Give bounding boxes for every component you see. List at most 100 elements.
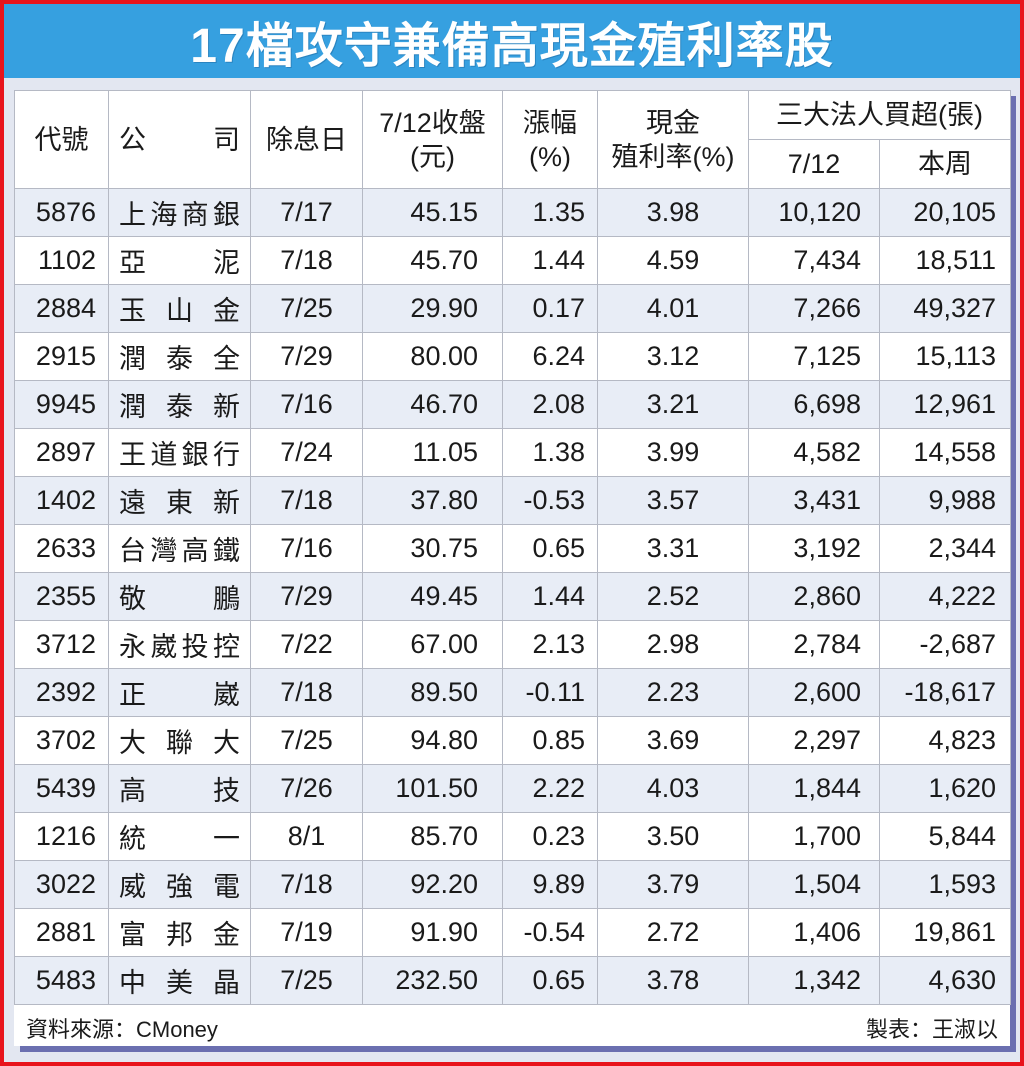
cell-code: 1102 — [14, 236, 109, 285]
cell-code: 5439 — [14, 764, 109, 813]
cell-change: 1.38 — [502, 428, 598, 477]
cell-change: -0.11 — [502, 668, 598, 717]
cell-change: -0.53 — [502, 476, 598, 525]
table-row: 3712 永崴投控 7/22 67.00 2.13 2.98 2,784 -2,687 — [14, 620, 1012, 669]
credit-note: 製表：王淑以 — [865, 1017, 998, 1042]
table-row: 2884 玉山金 7/25 29.90 0.17 4.01 7,266 49,327 — [14, 284, 1012, 333]
cell-code: 2633 — [14, 524, 109, 573]
cell-ex-date: 7/29 — [250, 332, 363, 381]
cell-close: 89.50 — [362, 668, 503, 717]
cell-change: 0.65 — [502, 956, 598, 1005]
cell-yield: 3.78 — [597, 956, 749, 1005]
cell-inst-week: 14,558 — [878, 428, 1012, 477]
cell-yield: 2.72 — [597, 908, 749, 957]
cell-inst-day: 1,844 — [748, 764, 880, 813]
cell-code: 1402 — [14, 476, 109, 525]
table-row: 5483 中美晶 7/25 232.50 0.65 3.78 1,342 4,630 — [14, 956, 1012, 1005]
source-note: 資料來源：CMoney — [26, 1017, 218, 1042]
cell-ex-date: 7/25 — [250, 956, 363, 1005]
cell-close: 232.50 — [362, 956, 503, 1005]
cell-change: 1.44 — [502, 572, 598, 621]
title-bar: 17檔攻守兼備高現金殖利率股 — [4, 4, 1020, 78]
cell-ex-date: 7/29 — [250, 572, 363, 621]
cell-inst-day: 1,342 — [748, 956, 880, 1005]
cell-inst-day: 4,582 — [748, 428, 880, 477]
cell-name: 潤泰全 — [108, 332, 251, 381]
cell-code: 9945 — [14, 380, 109, 429]
cell-yield: 3.69 — [597, 716, 749, 765]
cell-code: 1216 — [14, 812, 109, 861]
cell-ex-date: 7/16 — [250, 524, 363, 573]
cell-change: 0.85 — [502, 716, 598, 765]
cell-close: 45.15 — [362, 188, 503, 237]
cell-inst-week: 20,105 — [878, 188, 1012, 237]
page-title: 17檔攻守兼備高現金殖利率股 — [190, 20, 834, 73]
table-row: 2633 台灣高鐵 7/16 30.75 0.65 3.31 3,192 2,344 — [14, 524, 1012, 573]
cell-inst-day: 2,600 — [748, 668, 880, 717]
cell-ex-date: 7/18 — [250, 236, 363, 285]
cell-code: 3712 — [14, 620, 109, 669]
cell-code: 3022 — [14, 860, 109, 909]
cell-yield: 4.59 — [597, 236, 749, 285]
cell-code: 3702 — [14, 716, 109, 765]
table-row: 3022 威強電 7/18 92.20 9.89 3.79 1,504 1,593 — [14, 860, 1012, 909]
cell-ex-date: 7/24 — [250, 428, 363, 477]
cell-inst-week: 1,593 — [878, 860, 1012, 909]
cell-change: 2.13 — [502, 620, 598, 669]
cell-close: 80.00 — [362, 332, 503, 381]
cell-close: 91.90 — [362, 908, 503, 957]
cell-inst-day: 10,120 — [748, 188, 880, 237]
cell-name: 台灣高鐵 — [108, 524, 251, 573]
cell-inst-day: 3,431 — [748, 476, 880, 525]
cell-yield: 3.98 — [597, 188, 749, 237]
footer: 資料來源：CMoney 製表：王淑以 — [14, 1010, 1010, 1046]
cell-name: 統一 — [108, 812, 251, 861]
cell-yield: 3.12 — [597, 332, 749, 381]
cell-change: 2.22 — [502, 764, 598, 813]
cell-yield: 4.03 — [597, 764, 749, 813]
table-panel: 代號 公 司 除息日 7/12收盤 (元) 漲幅 (%) 現金 殖利率(%) — [14, 90, 1012, 1046]
cell-change: 1.35 — [502, 188, 598, 237]
cell-ex-date: 7/18 — [250, 476, 363, 525]
header-ex-date: 除息日 — [250, 90, 363, 189]
cell-inst-week: 4,222 — [878, 572, 1012, 621]
cell-close: 30.75 — [362, 524, 503, 573]
cell-close: 11.05 — [362, 428, 503, 477]
cell-inst-week: 9,988 — [878, 476, 1012, 525]
cell-close: 85.70 — [362, 812, 503, 861]
cell-inst-day: 1,406 — [748, 908, 880, 957]
cell-inst-week: 4,630 — [878, 956, 1012, 1005]
table-row: 5876 上海商銀 7/17 45.15 1.35 3.98 10,120 20,105 — [14, 188, 1012, 237]
cell-name: 永崴投控 — [108, 620, 251, 669]
table-row: 2897 王道銀行 7/24 11.05 1.38 3.99 4,582 14,558 — [14, 428, 1012, 477]
cell-change: -0.54 — [502, 908, 598, 957]
header-institutional: 三大法人買超(張) — [747, 90, 1012, 140]
cell-name: 遠東新 — [108, 476, 251, 525]
cell-close: 45.70 — [362, 236, 503, 285]
cell-ex-date: 7/22 — [250, 620, 363, 669]
cell-ex-date: 7/25 — [250, 716, 363, 765]
cell-ex-date: 7/17 — [250, 188, 363, 237]
header-inst-week: 本周 — [878, 139, 1012, 189]
cell-inst-day: 1,700 — [748, 812, 880, 861]
cell-inst-week: 12,961 — [878, 380, 1012, 429]
cell-name: 正崴 — [108, 668, 251, 717]
table-row: 2881 富邦金 7/19 91.90 -0.54 2.72 1,406 19,861 — [14, 908, 1012, 957]
cell-ex-date: 7/25 — [250, 284, 363, 333]
table-row: 1402 遠東新 7/18 37.80 -0.53 3.57 3,431 9,988 — [14, 476, 1012, 525]
cell-ex-date: 7/18 — [250, 860, 363, 909]
cell-code: 2897 — [14, 428, 109, 477]
cell-inst-week: 18,511 — [878, 236, 1012, 285]
cell-name: 王道銀行 — [108, 428, 251, 477]
cell-yield: 3.79 — [597, 860, 749, 909]
cell-inst-week: 2,344 — [878, 524, 1012, 573]
cell-inst-day: 7,434 — [748, 236, 880, 285]
cell-yield: 3.21 — [597, 380, 749, 429]
cell-inst-week: 4,823 — [878, 716, 1012, 765]
dividend-stock-table: 代號 公 司 除息日 7/12收盤 (元) 漲幅 (%) 現金 殖利率(%) — [14, 90, 1012, 1005]
cell-code: 2884 — [14, 284, 109, 333]
cell-change: 6.24 — [502, 332, 598, 381]
cell-close: 94.80 — [362, 716, 503, 765]
cell-inst-week: -2,687 — [878, 620, 1012, 669]
